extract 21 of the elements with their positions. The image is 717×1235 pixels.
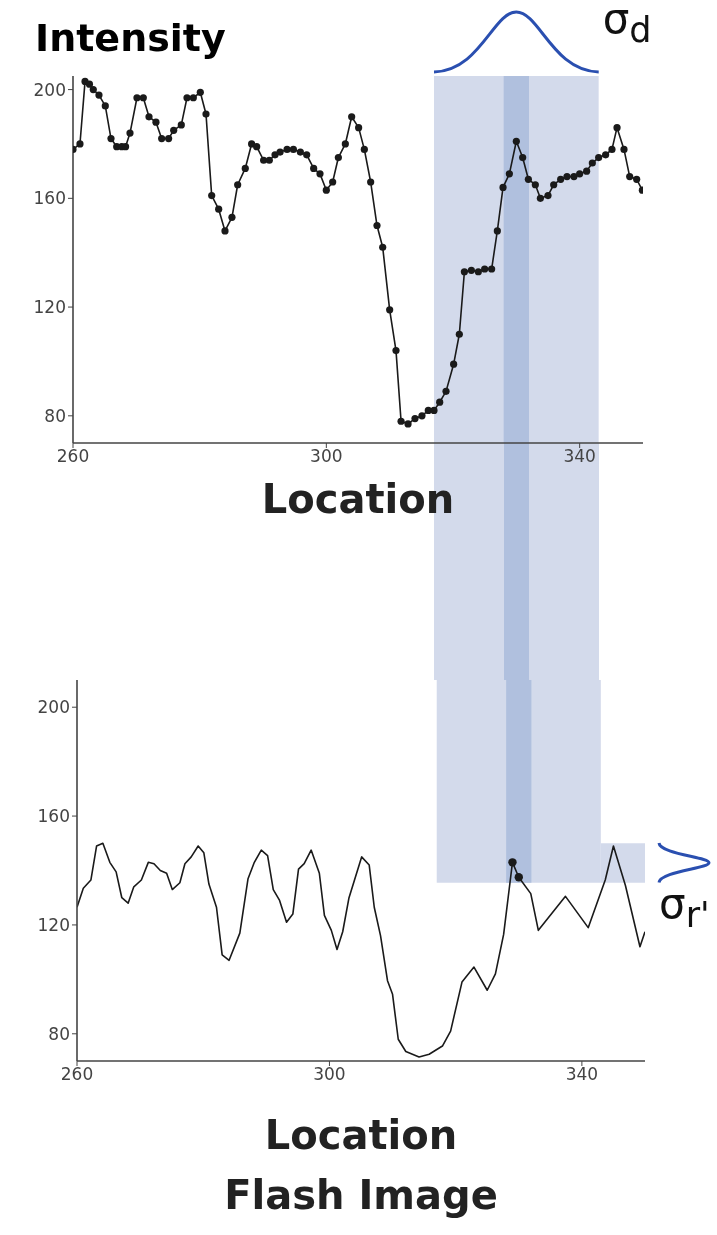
y-tick-label: 200 — [33, 79, 66, 100]
text: Flash Image — [223, 1172, 499, 1218]
y-tick-label: 80 — [48, 1023, 70, 1044]
text: σ$_{d}$ — [602, 0, 652, 51]
y-axis-title: Intensity — [35, 16, 226, 60]
y-tick-label: 120 — [33, 297, 66, 318]
x-axis-title: Location — [260, 476, 456, 522]
y-tick-label: 200 — [37, 697, 70, 718]
text: σ$_{r'}$ — [659, 878, 710, 936]
y-tick-label: 160 — [37, 806, 70, 827]
y-tick-label: 80 — [44, 405, 66, 426]
x-tick-label: 300 — [310, 446, 343, 467]
x-tick-label: 340 — [565, 1064, 599, 1085]
x-tick-label: 340 — [563, 446, 596, 467]
line-series — [77, 842, 645, 1058]
x-tick-label: 260 — [60, 1064, 94, 1085]
y-tick-label: 120 — [37, 914, 70, 935]
x-axis-title: Location — [263, 1112, 459, 1158]
x-tick-label: 260 — [56, 446, 90, 467]
x-tick-label: 300 — [313, 1064, 346, 1085]
y-tick-label: 160 — [33, 188, 66, 209]
